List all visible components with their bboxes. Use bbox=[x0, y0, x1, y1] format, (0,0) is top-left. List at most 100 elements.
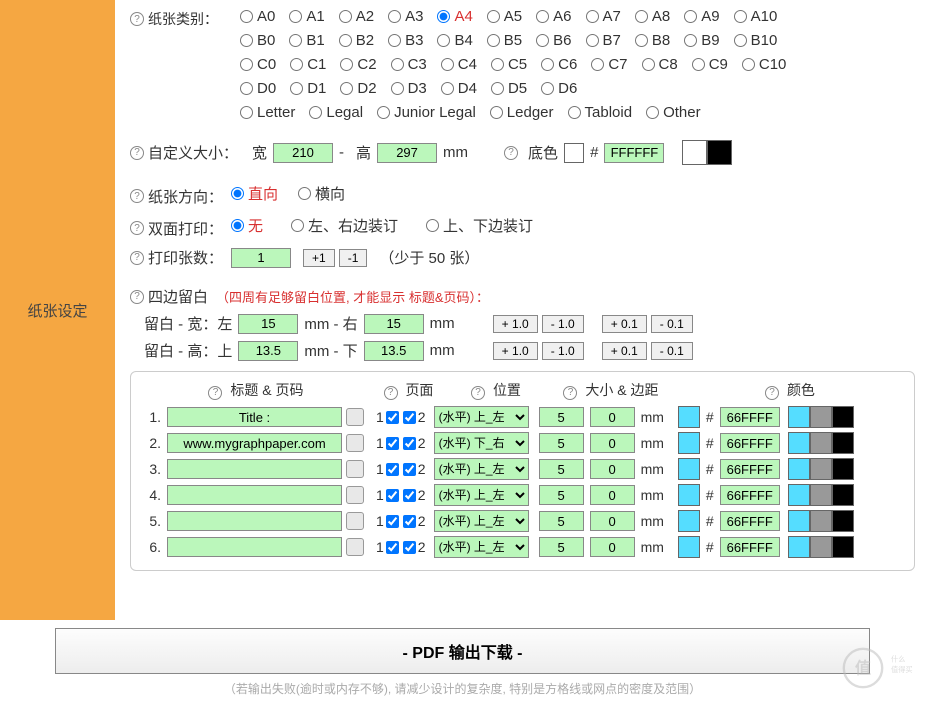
paper-option-a9[interactable]: A9 bbox=[684, 8, 719, 25]
paper-option-c3[interactable]: C3 bbox=[391, 56, 427, 73]
preset-gray[interactable] bbox=[810, 458, 832, 480]
swatch-black[interactable] bbox=[707, 140, 732, 165]
title-input[interactable] bbox=[167, 407, 342, 427]
page1-checkbox[interactable] bbox=[386, 411, 399, 424]
title-toggle[interactable] bbox=[346, 538, 364, 556]
paper-option-b10[interactable]: B10 bbox=[734, 32, 778, 49]
preset-cyan[interactable] bbox=[788, 536, 810, 558]
paper-option-d6[interactable]: D6 bbox=[541, 80, 577, 97]
paper-option-c2[interactable]: C2 bbox=[340, 56, 376, 73]
paper-option-d3[interactable]: D3 bbox=[391, 80, 427, 97]
page2-checkbox[interactable] bbox=[403, 541, 416, 554]
paper-option-d0[interactable]: D0 bbox=[240, 80, 276, 97]
preset-gray[interactable] bbox=[810, 484, 832, 506]
duplex-左、右边装订[interactable]: 左、右边装订 bbox=[291, 215, 398, 236]
paper-option-a6[interactable]: A6 bbox=[536, 8, 571, 25]
color-hex-input[interactable] bbox=[720, 537, 780, 557]
orientation-横向[interactable]: 横向 bbox=[298, 183, 345, 204]
margin-input[interactable] bbox=[590, 485, 635, 505]
paper-option-c9[interactable]: C9 bbox=[692, 56, 728, 73]
paper-option-a4[interactable]: A4 bbox=[437, 8, 472, 25]
size-input[interactable] bbox=[539, 511, 584, 531]
color-swatch[interactable] bbox=[678, 484, 700, 506]
page1-checkbox[interactable] bbox=[386, 515, 399, 528]
page1-checkbox[interactable] bbox=[386, 541, 399, 554]
copies-minus-button[interactable]: -1 bbox=[339, 249, 368, 267]
page2-checkbox[interactable] bbox=[403, 437, 416, 450]
paper-option-other[interactable]: Other bbox=[646, 104, 701, 121]
paper-option-tabloid[interactable]: Tabloid bbox=[568, 104, 633, 121]
page2-checkbox[interactable] bbox=[403, 463, 416, 476]
color-swatch[interactable] bbox=[678, 458, 700, 480]
page1-checkbox[interactable] bbox=[386, 463, 399, 476]
preset-black[interactable] bbox=[832, 484, 854, 506]
position-select[interactable]: (水平) 下_右 bbox=[434, 432, 529, 454]
paper-option-d2[interactable]: D2 bbox=[340, 80, 376, 97]
title-input[interactable] bbox=[167, 459, 342, 479]
margin-adjust-button[interactable]: + 0.1 bbox=[602, 342, 647, 360]
title-toggle[interactable] bbox=[346, 486, 364, 504]
paper-option-b2[interactable]: B2 bbox=[339, 32, 374, 49]
margin-input[interactable] bbox=[590, 407, 635, 427]
help-icon[interactable]: ? bbox=[130, 290, 144, 304]
color-hex-input[interactable] bbox=[720, 511, 780, 531]
paper-option-b3[interactable]: B3 bbox=[388, 32, 423, 49]
preset-black[interactable] bbox=[832, 536, 854, 558]
copies-plus-button[interactable]: +1 bbox=[303, 249, 335, 267]
color-swatch[interactable] bbox=[678, 536, 700, 558]
size-input[interactable] bbox=[539, 459, 584, 479]
color-hex-input[interactable] bbox=[720, 433, 780, 453]
paper-option-c10[interactable]: C10 bbox=[742, 56, 787, 73]
margin-top-input[interactable] bbox=[238, 341, 298, 361]
help-icon[interactable]: ? bbox=[384, 386, 398, 400]
margin-adjust-button[interactable]: - 0.1 bbox=[651, 342, 693, 360]
paper-option-ledger[interactable]: Ledger bbox=[490, 104, 554, 121]
paper-option-c8[interactable]: C8 bbox=[642, 56, 678, 73]
margin-adjust-button[interactable]: - 0.1 bbox=[651, 315, 693, 333]
bg-hex-input[interactable] bbox=[604, 143, 664, 163]
height-input[interactable] bbox=[377, 143, 437, 163]
help-icon[interactable]: ? bbox=[765, 386, 779, 400]
paper-option-c6[interactable]: C6 bbox=[541, 56, 577, 73]
help-icon[interactable]: ? bbox=[130, 189, 144, 203]
paper-option-a0[interactable]: A0 bbox=[240, 8, 275, 25]
width-input[interactable] bbox=[273, 143, 333, 163]
paper-option-a10[interactable]: A10 bbox=[734, 8, 778, 25]
position-select[interactable]: (水平) 上_左 bbox=[434, 484, 529, 506]
preset-black[interactable] bbox=[832, 510, 854, 532]
paper-option-d4[interactable]: D4 bbox=[441, 80, 477, 97]
preset-gray[interactable] bbox=[810, 510, 832, 532]
title-toggle[interactable] bbox=[346, 512, 364, 530]
size-input[interactable] bbox=[539, 433, 584, 453]
preset-black[interactable] bbox=[832, 458, 854, 480]
duplex-上、下边装订[interactable]: 上、下边装订 bbox=[426, 215, 533, 236]
help-icon[interactable]: ? bbox=[471, 386, 485, 400]
position-select[interactable]: (水平) 上_左 bbox=[434, 458, 529, 480]
orientation-直向[interactable]: 直向 bbox=[231, 183, 278, 204]
margin-input[interactable] bbox=[590, 433, 635, 453]
margin-adjust-button[interactable]: + 1.0 bbox=[493, 315, 538, 333]
page1-checkbox[interactable] bbox=[386, 437, 399, 450]
title-input[interactable] bbox=[167, 537, 342, 557]
paper-option-a8[interactable]: A8 bbox=[635, 8, 670, 25]
color-hex-input[interactable] bbox=[720, 459, 780, 479]
margin-adjust-button[interactable]: + 0.1 bbox=[602, 315, 647, 333]
help-icon[interactable]: ? bbox=[130, 221, 144, 235]
paper-option-a5[interactable]: A5 bbox=[487, 8, 522, 25]
preset-black[interactable] bbox=[832, 406, 854, 428]
paper-option-a1[interactable]: A1 bbox=[289, 8, 324, 25]
margin-input[interactable] bbox=[590, 459, 635, 479]
title-input[interactable] bbox=[167, 433, 342, 453]
preset-gray[interactable] bbox=[810, 536, 832, 558]
preset-cyan[interactable] bbox=[788, 458, 810, 480]
preset-cyan[interactable] bbox=[788, 432, 810, 454]
position-select[interactable]: (水平) 上_左 bbox=[434, 510, 529, 532]
size-input[interactable] bbox=[539, 485, 584, 505]
title-input[interactable] bbox=[167, 485, 342, 505]
preset-gray[interactable] bbox=[810, 432, 832, 454]
color-swatch[interactable] bbox=[678, 432, 700, 454]
copies-input[interactable] bbox=[231, 248, 291, 268]
page2-checkbox[interactable] bbox=[403, 489, 416, 502]
paper-option-c0[interactable]: C0 bbox=[240, 56, 276, 73]
paper-option-junior-legal[interactable]: Junior Legal bbox=[377, 104, 476, 121]
